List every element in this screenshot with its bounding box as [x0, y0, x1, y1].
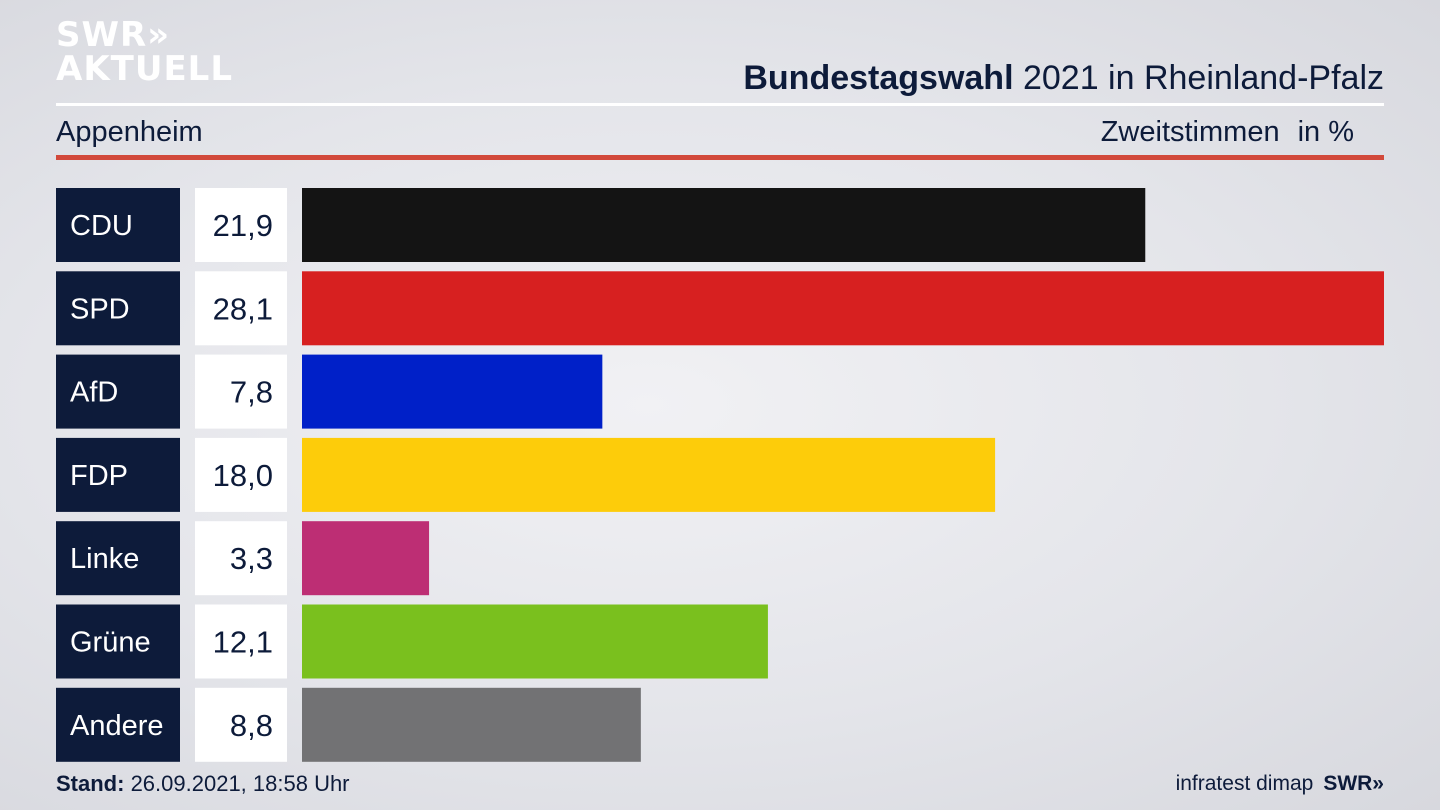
party-label-afd: AfD — [70, 377, 118, 409]
value-label-spd: 28,1 — [213, 291, 273, 326]
value-label-andere: 8,8 — [230, 708, 273, 743]
party-box-andere — [56, 687, 180, 762]
bar-fdp — [302, 437, 996, 512]
measure-name: Zweitstimmen — [1100, 116, 1280, 148]
bar-andere — [302, 687, 641, 762]
value-box-gruene — [195, 604, 287, 679]
value-box-andere — [195, 687, 287, 762]
logo-line-2: AKTUELL — [56, 49, 234, 89]
value-label-gruene: 12,1 — [213, 625, 273, 660]
chart-title: Bundestagswahl 2021 in Rheinland-Pfalz — [743, 56, 1384, 100]
subheader-divider — [56, 155, 1384, 160]
party-label-fdp: FDP — [70, 460, 128, 492]
timestamp-label: Stand: — [56, 771, 125, 796]
bar-cdu — [302, 188, 1146, 262]
party-label-linke: Linke — [70, 543, 139, 575]
chart-title-bold: Bundestagswahl — [743, 59, 1014, 97]
party-label-spd: SPD — [70, 293, 130, 325]
party-box-spd — [56, 271, 180, 346]
party-label-gruene: Grüne — [70, 627, 151, 659]
value-label-afd: 7,8 — [230, 375, 273, 410]
bar-afd — [302, 354, 603, 429]
value-box-linke — [195, 521, 287, 596]
logo-line-1: SWR» — [56, 15, 171, 55]
chart-title-rest: 2021 in Rheinland-Pfalz — [1013, 59, 1384, 97]
party-label-andere: Andere — [70, 710, 164, 742]
party-label-cdu: CDU — [70, 210, 133, 242]
location-label: Appenheim — [56, 116, 203, 148]
timestamp: Stand: 26.09.2021, 18:58 Uhr — [56, 770, 350, 798]
party-box-fdp — [56, 437, 180, 512]
swr-brand-logo: SWR» — [1323, 772, 1384, 795]
value-box-afd — [195, 354, 287, 429]
value-label-linke: 3,3 — [230, 541, 273, 576]
value-label-cdu: 21,9 — [213, 208, 273, 243]
source-credit: infratest dimap SWR» — [1176, 770, 1384, 798]
header-divider — [56, 103, 1384, 106]
party-box-afd — [56, 354, 180, 429]
measure-label: Zweitstimmen in % — [1101, 114, 1354, 150]
party-box-cdu — [56, 188, 180, 262]
timestamp-value: 26.09.2021, 18:58 Uhr — [124, 771, 350, 796]
value-box-fdp — [195, 437, 287, 512]
source-name: infratest dimap — [1175, 772, 1314, 795]
value-label-fdp: 18,0 — [213, 458, 273, 493]
value-box-cdu — [195, 188, 287, 262]
measure-unit: in % — [1297, 116, 1354, 148]
value-box-spd — [195, 271, 287, 346]
bar-spd — [302, 271, 1384, 346]
bar-linke — [302, 521, 430, 596]
swr-aktuell-logo: SWR» AKTUELL — [56, 18, 233, 86]
party-box-gruene — [56, 604, 180, 679]
bar-gruene — [302, 604, 768, 679]
party-box-linke — [56, 521, 180, 596]
